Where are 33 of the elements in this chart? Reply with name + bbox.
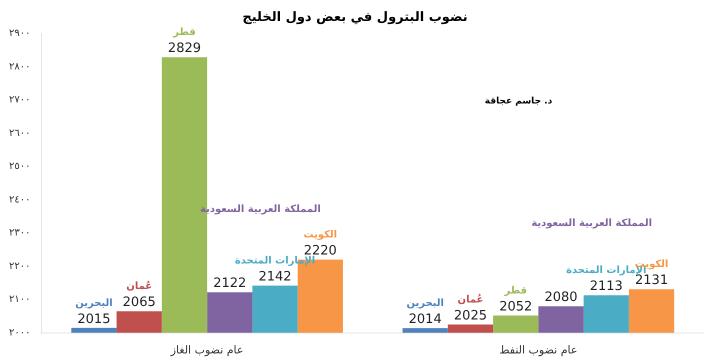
x-tick-label: عام نضوب النفط xyxy=(499,343,578,356)
series-label: قطر xyxy=(172,27,196,38)
text: البحرين xyxy=(406,298,444,310)
data-label: 2131 xyxy=(635,273,668,288)
y-tick-label: ٢٥٠٠ xyxy=(9,161,30,172)
data-label: 2113 xyxy=(590,279,623,294)
y-tick-label: ٢٣٠٠ xyxy=(9,228,30,239)
series-label: عُمان xyxy=(126,280,152,292)
data-label: 2829 xyxy=(168,41,202,56)
series-label: البحرين xyxy=(75,298,113,309)
data-label: 2065 xyxy=(122,295,156,310)
data-label: 2014 xyxy=(408,312,442,328)
y-tick-label: ٢٨٠٠ xyxy=(9,61,30,72)
text: قطر xyxy=(504,286,527,297)
chart-title: نضوب البترول في بعض دول الخليج xyxy=(242,10,468,26)
y-tick-label: ٢٠٠٠ xyxy=(9,327,30,338)
text: الكويت xyxy=(303,230,338,241)
annotation: د. جاسم عجاقة xyxy=(484,96,553,107)
text: عُمان xyxy=(458,294,484,306)
data-label: 2142 xyxy=(258,270,292,285)
y-tick-label: ٢٤٠٠ xyxy=(9,194,30,206)
data-label: 2122 xyxy=(213,276,246,292)
text: المملكة العربية السعودية xyxy=(531,218,652,230)
data-label: 2052 xyxy=(499,300,532,315)
y-tick-label: ٢٦٠٠ xyxy=(9,128,30,139)
y-tick-label: ٢٢٠٠ xyxy=(9,260,30,272)
data-label: 2025 xyxy=(454,308,488,324)
data-label: 2015 xyxy=(77,312,110,327)
data-label: 2080 xyxy=(544,290,578,306)
y-tick-label: ٢٩٠٠ xyxy=(9,28,30,40)
y-tick-label: ٢٧٠٠ xyxy=(9,94,30,106)
y-tick-label: ٢١٠٠ xyxy=(9,294,30,306)
x-tick-label: عام نضوب الغاز xyxy=(170,343,244,356)
